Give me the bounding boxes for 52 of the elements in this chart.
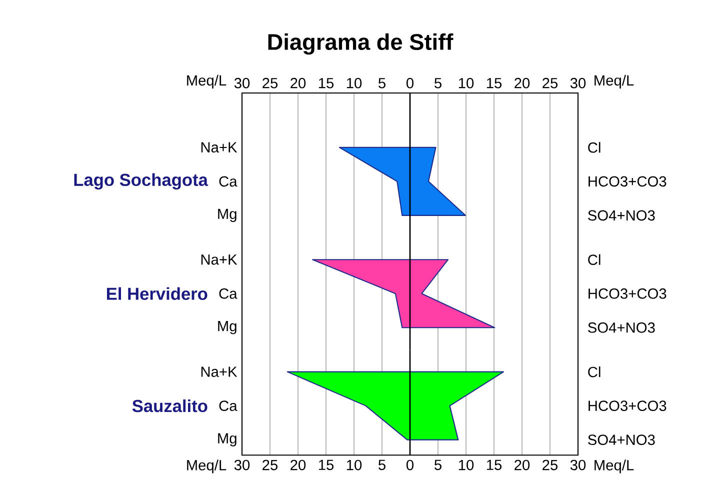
x2-tick-label: 10 (346, 78, 362, 88)
y-tick-label: Ca (219, 288, 238, 299)
x-tick-label: 15 (318, 460, 334, 470)
y2-tick-label: HCO3+CO3 (588, 288, 666, 299)
y2-tick-label: Cl (588, 254, 600, 265)
x2-tick-label: 5 (378, 78, 386, 88)
y2-tick-label: HCO3+CO3 (588, 400, 666, 412)
y-tick-label: Na+K (201, 366, 238, 377)
x2-tick-label: 15 (318, 78, 334, 88)
x-tick-label: 5 (378, 460, 386, 470)
x-tick-label: 10 (346, 460, 362, 470)
y2-tick-label: Cl (588, 142, 600, 153)
y-axis-title: Sauzalito (132, 399, 208, 412)
x-tick-label: 20 (514, 460, 530, 470)
y-tick-label: Na+K (201, 142, 238, 153)
x2-tick-label: 20 (514, 78, 530, 88)
x2-tick-label: 15 (486, 78, 502, 88)
x2-tick-label: 30 (570, 78, 586, 88)
text: Meq/L (594, 74, 634, 88)
x-tick-label: 25 (542, 460, 558, 470)
x-tick-label: 5 (434, 460, 442, 470)
x-tick-label: 15 (486, 460, 502, 470)
y-tick-label: Na+K (201, 254, 238, 265)
x-tick-label: 25 (262, 460, 278, 470)
x-tick-label: 30 (570, 460, 586, 470)
x2-axis-title: Meq/L (187, 74, 226, 88)
y-tick-label: Mg (218, 321, 236, 334)
x-tick-label: 10 (458, 460, 474, 470)
y2-tick-label: HCO3+CO3 (588, 176, 666, 187)
x2-tick-label: 10 (458, 78, 474, 88)
y-tick-label: Ca (219, 400, 238, 412)
y-axis-title: El Hervidero (106, 287, 208, 300)
x-tick-label: 30 (234, 460, 250, 470)
y2-tick-label: SO4+NO3 (588, 210, 655, 221)
x2-tick-label: 30 (234, 78, 250, 88)
x2-tick-label: 20 (290, 78, 306, 88)
x2-tick-label: 25 (262, 78, 278, 88)
y-tick-label: Ca (219, 176, 238, 187)
x2-tick-label: 0 (406, 78, 414, 88)
y2-tick-label: SO4+NO3 (588, 434, 655, 446)
x-tick-label: 0 (406, 460, 414, 470)
y-tick-label: Mg (218, 433, 236, 446)
x-axis-title: Meq/L (187, 460, 226, 474)
x2-tick-label: 5 (434, 78, 442, 88)
text: Meq/L (594, 460, 634, 474)
x-tick-label: 20 (290, 460, 306, 470)
y2-tick-label: SO4+NO3 (588, 322, 655, 333)
x2-tick-label: 25 (542, 78, 558, 88)
y2-tick-label: Cl (588, 366, 600, 378)
chart-title: Diagrama de Stiff (268, 33, 454, 55)
y-tick-label: Mg (218, 208, 236, 222)
y-axis-title: Lago Sochagota (74, 173, 208, 190)
